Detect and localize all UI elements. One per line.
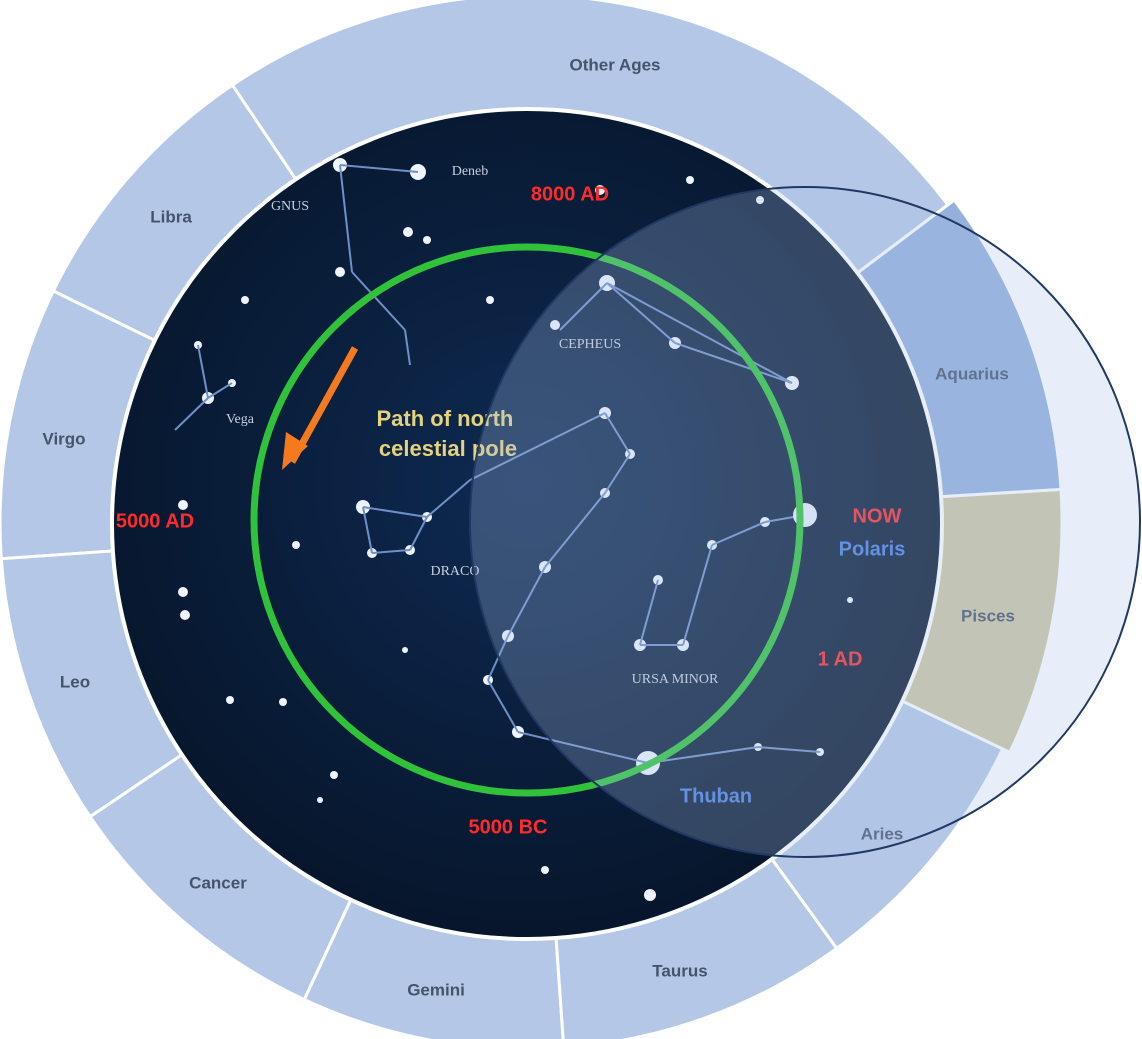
star-field — [174, 158, 853, 901]
constellation-line — [207, 382, 233, 399]
constellation-line — [674, 342, 793, 384]
epoch-marker: 5000 BC — [469, 816, 548, 838]
constellation-line — [606, 282, 793, 384]
star — [292, 541, 300, 549]
sector-label: Virgo — [42, 429, 85, 448]
sector-label: Taurus — [652, 961, 707, 980]
sector-label: Libra — [150, 207, 192, 226]
map-title-line: Path of north — [377, 406, 514, 431]
arrow-head — [282, 432, 308, 470]
star — [686, 176, 694, 184]
constellation-line — [197, 344, 209, 399]
sector-label: Gemini — [407, 980, 465, 999]
sector-label: Cancer — [189, 873, 247, 892]
star — [279, 698, 287, 706]
star-name: Polaris — [839, 538, 906, 560]
star — [644, 889, 656, 901]
epoch-marker: 5000 AD — [116, 510, 194, 532]
constellation-line — [682, 544, 713, 646]
star — [403, 227, 413, 237]
constellation-line — [559, 282, 608, 331]
star — [595, 185, 605, 195]
constellation-line — [517, 731, 649, 764]
sector-label: Aries — [861, 824, 904, 843]
constellation-line — [362, 506, 373, 554]
star — [317, 797, 323, 803]
star-name: Vega — [226, 412, 255, 427]
star — [241, 296, 249, 304]
sector-label: Pisces — [961, 606, 1015, 625]
star — [226, 696, 234, 704]
map-title-line: celestial pole — [379, 436, 517, 461]
constellation-name: DRACO — [430, 564, 479, 579]
constellation-line — [409, 516, 428, 551]
constellation-line — [404, 329, 411, 366]
sector-label: Aquarius — [935, 364, 1009, 383]
star-map — [110, 107, 944, 941]
overlay-circle — [469, 186, 1141, 858]
sector-label: Other Ages — [569, 55, 660, 74]
constellation-line — [469, 412, 606, 481]
constellation-line — [339, 164, 419, 173]
sector-label: Leo — [60, 672, 90, 691]
constellation-line — [371, 549, 411, 554]
precession-circle — [250, 243, 804, 797]
star — [335, 267, 345, 277]
epoch-marker: NOW — [853, 505, 902, 527]
constellation-line — [507, 566, 546, 637]
constellation-line — [544, 492, 606, 568]
constellation-line — [647, 746, 759, 764]
star — [330, 771, 338, 779]
star — [402, 647, 408, 653]
star — [541, 866, 549, 874]
star — [756, 196, 764, 204]
star — [180, 610, 190, 620]
constellation-line — [606, 282, 676, 344]
epoch-marker: 8000 AD — [531, 183, 609, 205]
star — [486, 296, 494, 304]
constellation-line — [362, 506, 428, 518]
star — [178, 500, 188, 510]
constellation-line — [174, 397, 209, 431]
star — [423, 236, 431, 244]
star — [178, 587, 188, 597]
constellation-line — [604, 412, 631, 455]
constellation-line — [339, 164, 353, 273]
map-labels: 8000 AD 5000 AD NOW 1 AD 5000 BC Polaris Thuba… — [116, 164, 905, 838]
epoch-marker: 1 AD — [818, 648, 863, 670]
map-title: Path of north celestial pole — [377, 406, 520, 461]
constellation-line — [351, 271, 406, 331]
constellation-name: GNUS — [271, 199, 309, 214]
star-name: Deneb — [452, 164, 489, 179]
constellation-line — [639, 579, 659, 646]
constellation-name: URSA MINOR — [632, 672, 719, 687]
constellation-line — [757, 746, 821, 753]
star — [550, 320, 560, 330]
constellation-name: CEPHEUS — [559, 337, 621, 352]
star — [847, 597, 853, 603]
constellation-line — [487, 679, 519, 733]
constellation-line — [426, 479, 471, 518]
constellation-line — [711, 521, 766, 546]
constellation-line — [604, 453, 631, 494]
star-name: Thuban — [680, 785, 752, 807]
